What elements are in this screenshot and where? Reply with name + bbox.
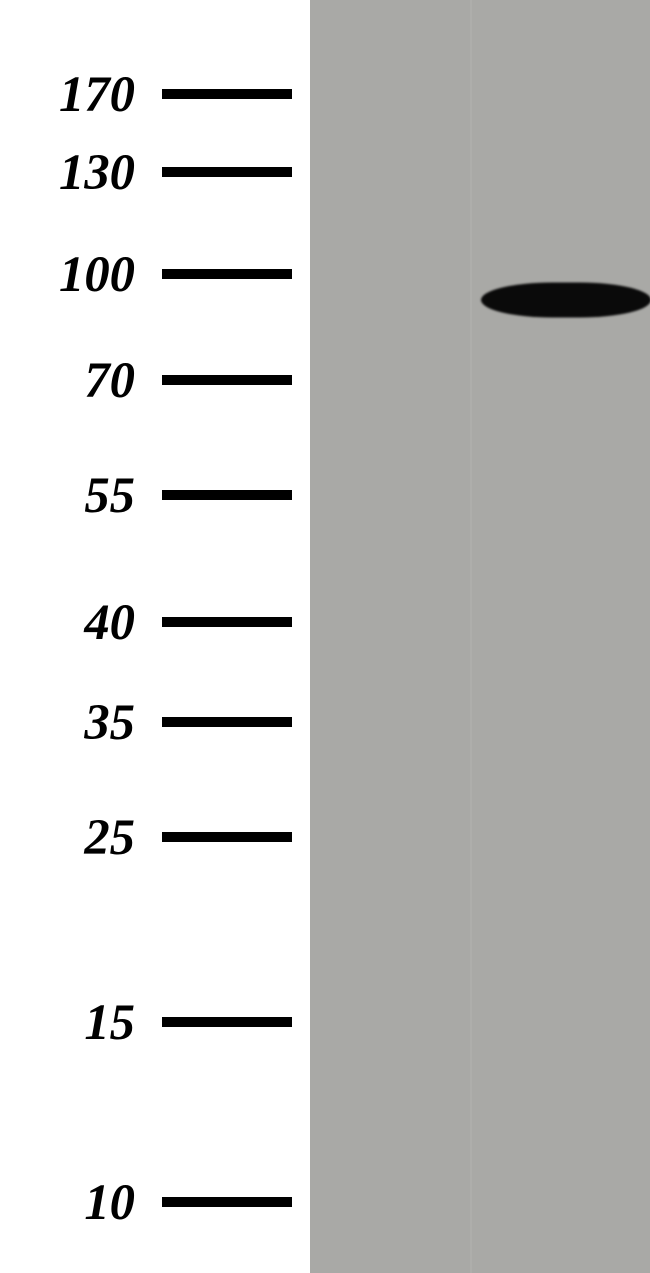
band-lane1-0 — [481, 283, 650, 318]
marker-label-35: 35 — [0, 693, 147, 751]
marker-label-15: 15 — [0, 993, 147, 1051]
marker-tick-40 — [162, 617, 292, 627]
marker-label-130: 130 — [0, 143, 147, 201]
marker-label-10: 10 — [0, 1173, 147, 1231]
marker-row-40: 40 — [0, 593, 310, 651]
marker-row-100: 100 — [0, 245, 310, 303]
marker-label-70: 70 — [0, 351, 147, 409]
lane-separator — [470, 0, 472, 1273]
marker-row-15: 15 — [0, 993, 310, 1051]
marker-tick-100 — [162, 269, 292, 279]
marker-row-170: 170 — [0, 65, 310, 123]
marker-label-100: 100 — [0, 245, 147, 303]
marker-tick-55 — [162, 490, 292, 500]
marker-row-25: 25 — [0, 808, 310, 866]
marker-row-70: 70 — [0, 351, 310, 409]
marker-label-40: 40 — [0, 593, 147, 651]
marker-row-130: 130 — [0, 143, 310, 201]
marker-label-25: 25 — [0, 808, 147, 866]
blot-lane-area — [310, 0, 650, 1273]
molecular-weight-ladder: 170 130 100 70 55 40 35 25 15 10 — [0, 0, 310, 1273]
marker-tick-170 — [162, 89, 292, 99]
marker-label-170: 170 — [0, 65, 147, 123]
marker-tick-35 — [162, 717, 292, 727]
marker-tick-70 — [162, 375, 292, 385]
marker-tick-25 — [162, 832, 292, 842]
marker-tick-10 — [162, 1197, 292, 1207]
marker-tick-130 — [162, 167, 292, 177]
marker-row-55: 55 — [0, 466, 310, 524]
marker-row-10: 10 — [0, 1173, 310, 1231]
marker-row-35: 35 — [0, 693, 310, 751]
marker-tick-15 — [162, 1017, 292, 1027]
marker-label-55: 55 — [0, 466, 147, 524]
